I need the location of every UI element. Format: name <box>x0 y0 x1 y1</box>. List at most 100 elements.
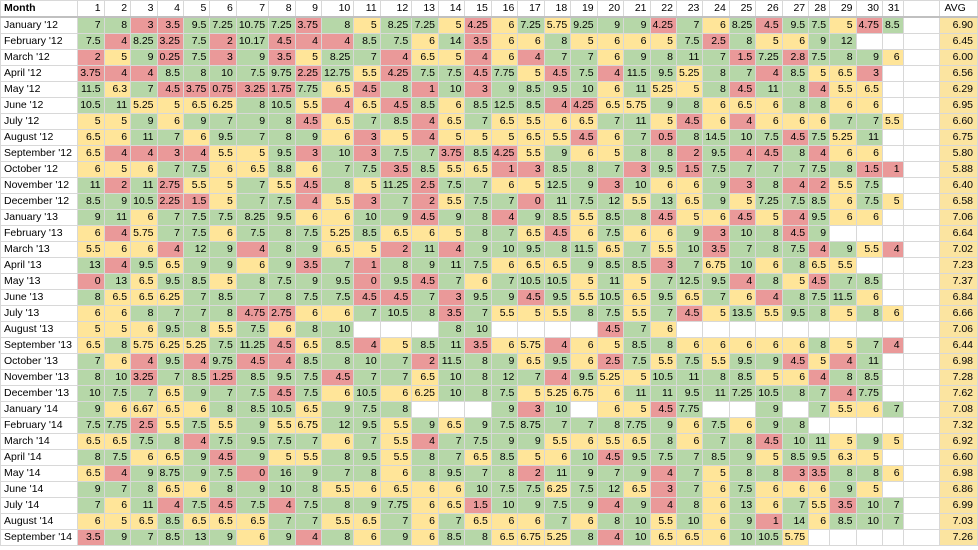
day-value-cell[interactable]: 4.5 <box>268 33 296 50</box>
column-header-day[interactable]: 24 <box>702 0 730 18</box>
day-value-cell[interactable]: 5.5 <box>702 353 730 370</box>
day-value-cell[interactable]: 8 <box>130 481 158 498</box>
day-value-cell[interactable]: 5.5 <box>543 129 572 146</box>
day-value-cell[interactable]: 6 <box>728 289 757 306</box>
day-value-cell[interactable]: 6 <box>490 257 519 274</box>
day-value-cell[interactable]: 6 <box>570 337 598 354</box>
day-value-cell[interactable]: 8 <box>235 97 270 114</box>
day-value-cell[interactable]: 9 <box>829 241 857 258</box>
day-value-cell[interactable]: 7 <box>156 129 184 146</box>
day-value-cell[interactable]: 4.5 <box>728 81 757 98</box>
day-value-cell[interactable]: 6 <box>702 497 730 514</box>
day-value-cell[interactable]: 6 <box>294 305 322 322</box>
day-value-cell[interactable]: 13 <box>103 273 132 290</box>
day-value-cell[interactable]: 8.5 <box>411 97 440 114</box>
day-value-cell[interactable]: 6.5 <box>570 113 598 130</box>
day-value-cell[interactable]: 8.5 <box>156 65 184 82</box>
day-value-cell[interactable]: 6.5 <box>320 241 355 258</box>
avg-cell[interactable]: 7.06 <box>939 321 978 338</box>
column-header-day[interactable]: 29 <box>829 0 857 18</box>
day-value-cell[interactable]: 8 <box>379 81 413 98</box>
day-value-cell[interactable]: 9 <box>411 257 440 274</box>
day-value-cell[interactable]: 9 <box>623 49 651 66</box>
day-value-cell[interactable]: 7 <box>379 353 413 370</box>
month-cell[interactable]: July '13 <box>0 305 79 322</box>
day-value-cell[interactable]: 6.5 <box>517 353 545 370</box>
day-value-cell[interactable]: 2 <box>209 33 237 50</box>
day-value-cell[interactable]: 7 <box>596 465 625 482</box>
day-value-cell[interactable]: 3.5 <box>829 497 857 514</box>
day-value-cell[interactable]: 9 <box>755 353 783 370</box>
month-cell[interactable]: March '12 <box>0 49 79 66</box>
day-value-cell[interactable] <box>517 321 545 338</box>
column-header-day[interactable]: 9 <box>294 0 322 18</box>
day-value-cell[interactable] <box>855 33 883 50</box>
day-value-cell[interactable]: 9 <box>77 401 105 418</box>
day-value-cell[interactable]: 4 <box>728 273 757 290</box>
blank-cell[interactable] <box>902 225 941 242</box>
day-value-cell[interactable]: 6 <box>755 113 783 130</box>
day-value-cell[interactable]: 5.75 <box>543 16 572 34</box>
day-value-cell[interactable] <box>808 321 831 338</box>
day-value-cell[interactable]: 6.5 <box>294 401 322 418</box>
day-value-cell[interactable] <box>881 33 904 50</box>
avg-cell[interactable]: 6.40 <box>939 177 978 194</box>
column-header-day[interactable]: 26 <box>755 0 783 18</box>
day-value-cell[interactable]: 4 <box>182 353 211 370</box>
day-value-cell[interactable]: 5 <box>570 273 598 290</box>
day-value-cell[interactable]: 6.5 <box>320 81 355 98</box>
day-value-cell[interactable]: 7.5 <box>209 433 237 450</box>
day-value-cell[interactable]: 4.5 <box>517 289 545 306</box>
day-value-cell[interactable]: 7 <box>235 193 270 210</box>
day-value-cell[interactable] <box>570 321 598 338</box>
day-value-cell[interactable]: 8 <box>781 417 810 434</box>
month-cell[interactable]: August '13 <box>0 321 79 338</box>
blank-cell[interactable] <box>902 33 941 50</box>
day-value-cell[interactable] <box>781 321 810 338</box>
day-value-cell[interactable]: 6 <box>755 337 783 354</box>
day-value-cell[interactable]: 3 <box>517 161 545 178</box>
day-value-cell[interactable]: 7 <box>829 113 857 130</box>
blank-cell[interactable] <box>902 353 941 370</box>
day-value-cell[interactable]: 7 <box>781 161 810 178</box>
day-value-cell[interactable]: 7 <box>156 369 184 386</box>
day-value-cell[interactable]: 5.5 <box>517 145 545 162</box>
day-value-cell[interactable]: 7.75 <box>103 417 132 434</box>
day-value-cell[interactable]: 8 <box>755 273 783 290</box>
day-value-cell[interactable]: 8 <box>156 433 184 450</box>
day-value-cell[interactable]: 9 <box>209 241 237 258</box>
day-value-cell[interactable]: 9 <box>755 417 783 434</box>
day-value-cell[interactable]: 6 <box>130 321 158 338</box>
day-value-cell[interactable]: 7.5 <box>268 273 296 290</box>
day-value-cell[interactable]: 11 <box>623 113 651 130</box>
day-value-cell[interactable]: 4.25 <box>649 16 677 34</box>
day-value-cell[interactable]: 5 <box>209 193 237 210</box>
day-value-cell[interactable]: 7 <box>543 417 572 434</box>
day-value-cell[interactable]: 8.75 <box>156 465 184 482</box>
day-value-cell[interactable]: 9 <box>209 529 237 546</box>
day-value-cell[interactable]: 11 <box>649 385 677 402</box>
avg-cell[interactable]: 6.00 <box>939 49 978 66</box>
day-value-cell[interactable]: 5 <box>623 369 651 386</box>
month-cell[interactable]: June '14 <box>0 481 79 498</box>
day-value-cell[interactable]: 6 <box>438 97 466 114</box>
day-value-cell[interactable]: 4 <box>411 129 440 146</box>
day-value-cell[interactable]: 11 <box>438 337 466 354</box>
column-header-day[interactable]: 21 <box>623 0 651 18</box>
day-value-cell[interactable]: 8 <box>320 177 355 194</box>
day-value-cell[interactable]: 8.5 <box>353 225 381 242</box>
day-value-cell[interactable]: 7.5 <box>182 161 211 178</box>
day-value-cell[interactable]: 8.5 <box>781 449 810 466</box>
column-header-day[interactable]: 27 <box>781 0 810 18</box>
day-value-cell[interactable]: 7 <box>464 465 492 482</box>
day-value-cell[interactable]: 9 <box>570 257 598 274</box>
day-value-cell[interactable]: 7.5 <box>379 33 413 50</box>
day-value-cell[interactable]: 8.5 <box>77 193 105 210</box>
day-value-cell[interactable]: 5 <box>781 273 810 290</box>
day-value-cell[interactable]: 1.75 <box>268 81 296 98</box>
day-value-cell[interactable]: 4 <box>103 145 132 162</box>
day-value-cell[interactable]: 2 <box>379 241 413 258</box>
day-value-cell[interactable]: 9 <box>855 49 883 66</box>
blank-cell[interactable] <box>902 321 941 338</box>
day-value-cell[interactable]: 4 <box>103 225 132 242</box>
